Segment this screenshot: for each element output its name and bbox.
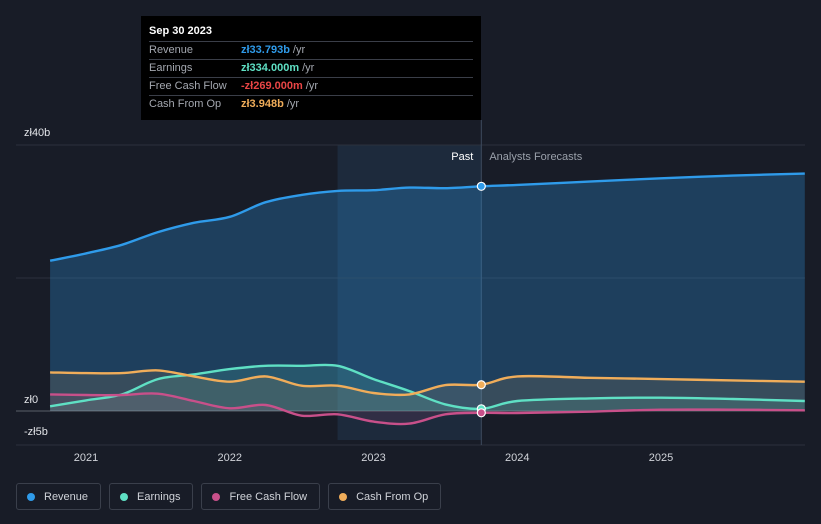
- area-earnings: [50, 364, 805, 411]
- legend-dot-icon: [339, 492, 348, 501]
- legend-label: Free Cash Flow: [229, 490, 308, 503]
- line-cash-from-op: [50, 369, 805, 397]
- data-tooltip: Sep 30 2023 Revenue zł33.793b /yr Earnin…: [141, 16, 481, 120]
- legend-item-revenue[interactable]: Revenue: [16, 483, 102, 510]
- tooltip-row-earnings: Earnings zł334.000m /yr: [149, 59, 473, 77]
- chart-area: zł40b zł0 -zł5b 2021 2022 2023 2024 2025 Past Ana…: [16, 120, 805, 464]
- y-tick-label: zł40b: [24, 127, 50, 139]
- tooltip-unit: /yr: [305, 80, 318, 92]
- x-tick-label: 2025: [649, 452, 673, 464]
- tooltip-row-free-cash-flow: Free Cash Flow -zł269.000m /yr: [149, 77, 473, 95]
- legend-label: Revenue: [44, 490, 89, 503]
- tooltip-value: zł334.000m: [241, 62, 300, 74]
- marker-revenue: [476, 181, 486, 191]
- legend-dot-icon: [212, 492, 221, 501]
- line-revenue: [49, 172, 805, 262]
- legend-item-free-cash-flow[interactable]: Free Cash Flow: [201, 483, 321, 510]
- tooltip-value: -zł269.000m: [241, 80, 303, 92]
- legend-label: Cash From Op: [356, 490, 429, 503]
- legend-item-cash-from-op[interactable]: Cash From Op: [328, 483, 442, 510]
- area-revenue: [50, 173, 805, 411]
- chart-legend: Revenue Earnings Free Cash Flow Cash Fro…: [16, 483, 442, 510]
- legend-label: Earnings: [137, 490, 181, 503]
- tooltip-unit: /yr: [286, 98, 300, 110]
- legend-dot-icon: [120, 492, 129, 501]
- line-earnings: [49, 363, 805, 411]
- y-tick-label: zł0: [24, 394, 38, 406]
- tooltip-row-revenue: Revenue zł33.793b /yr: [149, 41, 473, 59]
- tooltip-value: zł33.793b: [241, 44, 290, 56]
- y-tick-label: -zł5b: [24, 426, 48, 438]
- forecast-label: Analysts Forecasts: [489, 151, 582, 163]
- tooltip-unit: /yr: [302, 62, 315, 74]
- tooltip-unit: /yr: [292, 44, 306, 56]
- x-tick-label: 2023: [361, 452, 385, 464]
- legend-dot-icon: [27, 492, 35, 501]
- past-label: Past: [451, 151, 473, 163]
- tooltip-label: Cash From Op: [149, 98, 222, 110]
- legend-item-earnings[interactable]: Earnings: [109, 483, 194, 510]
- x-tick-label: 2021: [74, 452, 98, 464]
- tooltip-label: Free Cash Flow: [149, 80, 227, 92]
- marker-free-cash-flow: [476, 408, 486, 418]
- x-tick-label: 2022: [218, 452, 242, 464]
- tooltip-row-cash-from-op: Cash From Op zł3.948b /yr: [149, 95, 473, 113]
- tooltip-label: Revenue: [149, 44, 194, 56]
- line-free-cash-flow: [50, 392, 805, 426]
- tooltip-label: Earnings: [149, 62, 193, 74]
- tooltip-date: Sep 30 2023: [149, 25, 212, 37]
- marker-cash-from-op: [476, 380, 486, 390]
- tooltip-value: zł3.948b: [241, 98, 284, 110]
- x-tick-label: 2024: [505, 452, 529, 464]
